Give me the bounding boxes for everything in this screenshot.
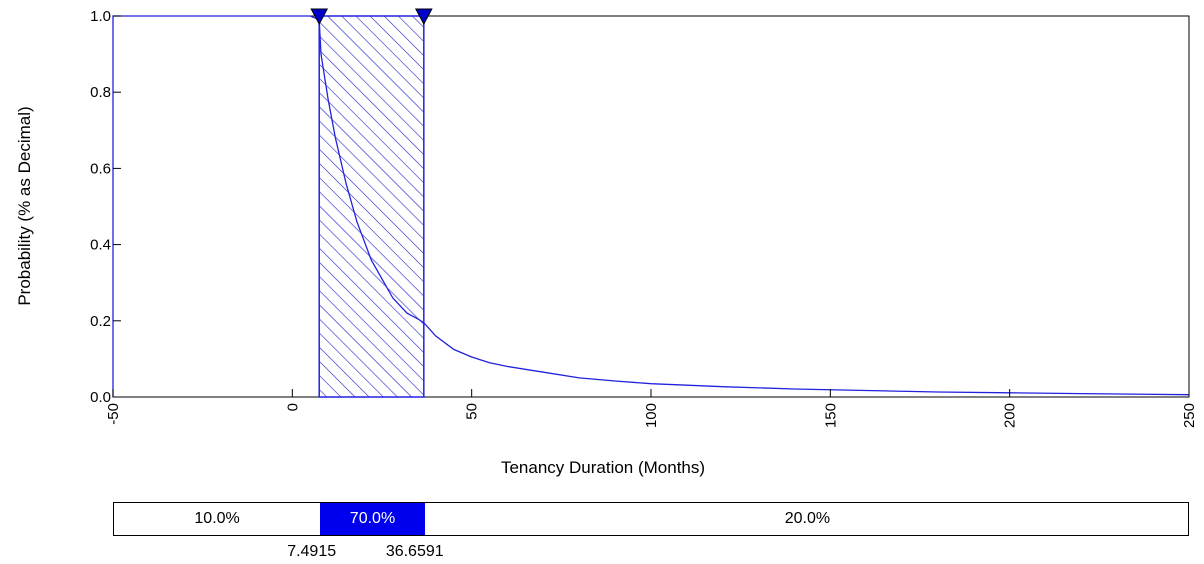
x-tick-label: 50: [464, 403, 481, 420]
x-axis-title: Tenancy Duration (Months): [501, 458, 705, 477]
probability-left-label: 10.0%: [194, 510, 240, 527]
x-tick-label: 150: [822, 403, 839, 428]
upper-cutoff-marker[interactable]: [414, 8, 433, 26]
x-tick-label: 0: [284, 403, 301, 411]
y-tick-label: 0.2: [90, 313, 111, 330]
x-tick-label: -50: [105, 403, 122, 425]
y-tick-label: 0.6: [90, 160, 111, 177]
y-tick-label: 0.8: [90, 84, 111, 101]
series-line: [112, 15, 1190, 397]
probability-bar[interactable]: 10.0% 70.0% 20.0%: [113, 502, 1189, 536]
y-axis-title: Probability (% as Decimal): [15, 106, 34, 305]
plot-frame: [112, 15, 1190, 398]
probability-right-label: 20.0%: [784, 510, 831, 527]
y-tick-label: 1.0: [90, 8, 111, 25]
lower-cutoff-value[interactable]: 7.4915: [287, 543, 337, 560]
shaded-region: [318, 15, 425, 398]
x-tick-label: 200: [1002, 403, 1019, 428]
probability-mid-segment[interactable]: 70.0%: [320, 503, 425, 535]
probability-mid-label: 70.0%: [349, 510, 396, 527]
distribution-chart: -50 0 50 100 150 200 250 0.0 0.2 0.4 0.6 0.8 1.0 Te…: [15, 8, 1198, 477]
y-tick-label: 0.0: [90, 389, 111, 406]
upper-cutoff-value[interactable]: 36.6591: [385, 543, 444, 560]
probability-left-segment[interactable]: 10.0%: [114, 503, 320, 535]
x-tick-label: 250: [1181, 403, 1198, 428]
x-tick-label: 100: [643, 403, 660, 428]
y-tick-label: 0.4: [90, 237, 111, 254]
lower-cutoff-marker[interactable]: [310, 8, 329, 26]
probability-right-segment[interactable]: 20.0%: [425, 503, 1190, 535]
